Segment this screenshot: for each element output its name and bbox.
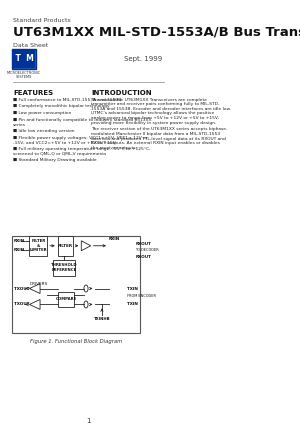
Text: Sept. 1999: Sept. 1999 [124,56,162,62]
Text: THRESHOLD
REFERENCE: THRESHOLD REFERENCE [51,264,77,272]
Circle shape [84,285,88,292]
Polygon shape [29,283,40,294]
Text: FROM ENCODER: FROM ENCODER [127,295,156,298]
Text: TXOUT: TXOUT [14,303,29,306]
Text: Data Sheet: Data Sheet [13,43,48,48]
Text: Standard Products: Standard Products [13,18,71,23]
Text: The receiver section of the UT63M1XX series accepts biphase-
modulated Mancheste: The receiver section of the UT63M1XX ser… [91,128,228,150]
Text: Figure 1. Functional Block Diagram: Figure 1. Functional Block Diagram [30,339,123,344]
Bar [12,49,36,69]
Text: MICROELECTRONIC: MICROELECTRONIC [7,71,41,75]
Bar [58,236,73,256]
Text: ■ Idle low encoding version: ■ Idle low encoding version [13,129,74,133]
Text: SYSTEMS: SYSTEMS [16,75,32,79]
Text: FILTER: FILTER [58,244,73,248]
Text: RXIN: RXIN [14,239,25,243]
Bar [29,236,47,256]
Text: INTRODUCTION: INTRODUCTION [91,90,152,96]
Bar [53,260,75,275]
Text: 1: 1 [86,418,91,424]
Text: TXINHB: TXINHB [94,317,110,321]
Circle shape [84,301,88,308]
Text: The monolithic UT63M1XX Transceivers are complete
transmitter and receiver pairs: The monolithic UT63M1XX Transceivers are… [91,97,231,125]
Text: ■ Completely monolithic bipolar technology: ■ Completely monolithic bipolar technolo… [13,105,110,108]
Text: RXIN: RXIN [14,248,25,252]
Text: ■ Full military operating temperature range, -55°C to +125°C,
screened to QML-Q : ■ Full military operating temperature ra… [13,147,151,156]
Text: TXOUT: TXOUT [14,286,29,291]
Text: ■ Low power consumption: ■ Low power consumption [13,111,71,116]
Text: TO DECODER: TO DECODER [136,248,159,252]
Text: RXOUT: RXOUT [136,255,151,259]
Text: ■ Full conformance to MIL-STD-1553A and 1553B: ■ Full conformance to MIL-STD-1553A and … [13,97,121,102]
Bar [13,50,35,68]
Text: ■ Flexible power supply voltages: VCC1=+5V, VEE1=-12V or
-15V, and VCC2=+5V to +: ■ Flexible power supply voltages: VCC1=+… [13,136,148,145]
Bar [12,236,140,333]
Text: FILTER
&
LIMITER: FILTER & LIMITER [29,239,47,252]
Text: ■ Standard Military Drawing available: ■ Standard Military Drawing available [13,158,97,162]
Text: UT63M1XX MIL-STD-1553A/B Bus Transceiver: UT63M1XX MIL-STD-1553A/B Bus Transceiver [13,26,300,39]
Text: RXIN: RXIN [109,237,120,241]
Text: TXIN: TXIN [127,286,137,291]
Text: ■ Pin and functionally compatible to industry standard 6313XX
series: ■ Pin and functionally compatible to ind… [13,119,152,127]
Polygon shape [29,300,40,309]
Text: U  T  M  C: U T M C [4,54,44,63]
Text: RXOUT: RXOUT [136,242,151,246]
Text: COMPARE: COMPARE [55,298,76,301]
Bar [58,292,74,307]
Text: FEATURES: FEATURES [13,90,53,96]
Text: DRIVERS: DRIVERS [30,282,48,286]
Polygon shape [81,241,91,251]
Text: TXIN: TXIN [127,303,137,306]
